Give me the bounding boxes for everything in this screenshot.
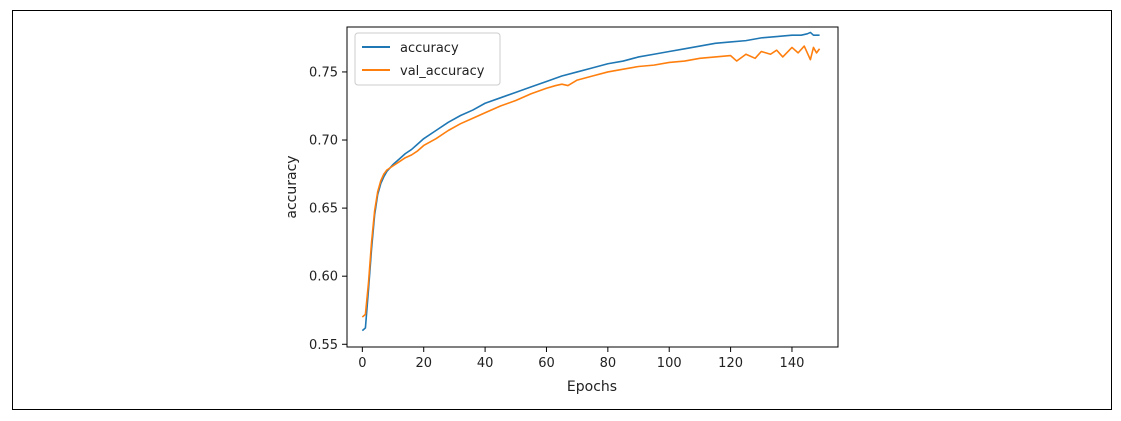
y-tick-label: 0.75 bbox=[309, 65, 338, 80]
series-line-val-accuracy bbox=[361, 45, 821, 318]
x-tick-label: 80 bbox=[600, 356, 617, 371]
legend-label-accuracy: accuracy bbox=[400, 41, 459, 56]
legend-label-val-accuracy: val_accuracy bbox=[400, 64, 485, 79]
y-tick-label: 0.60 bbox=[309, 270, 338, 285]
x-axis: 0 20 40 60 80 100 120 140 bbox=[358, 347, 804, 371]
x-tick-label: 120 bbox=[718, 356, 743, 371]
y-axis: 0.55 0.60 0.65 0.70 0.75 bbox=[309, 65, 347, 353]
legend: accuracy val_accuracy bbox=[354, 32, 501, 86]
y-tick-label: 0.70 bbox=[309, 134, 338, 149]
plot-area bbox=[346, 26, 839, 348]
y-tick-label: 0.55 bbox=[309, 338, 338, 353]
series-line-accuracy bbox=[361, 31, 820, 332]
x-tick-label: 40 bbox=[477, 356, 494, 371]
y-tick-label: 0.65 bbox=[309, 202, 338, 217]
x-tick-label: 140 bbox=[780, 356, 805, 371]
x-tick-label: 100 bbox=[657, 356, 682, 371]
x-tick-label: 20 bbox=[415, 356, 432, 371]
y-axis-label: accuracy bbox=[284, 155, 300, 218]
series-lines bbox=[361, 31, 821, 332]
x-axis-label: Epochs bbox=[567, 379, 617, 395]
x-tick-label: 0 bbox=[358, 356, 366, 371]
legend-box bbox=[354, 32, 501, 86]
x-tick-label: 60 bbox=[538, 356, 555, 371]
